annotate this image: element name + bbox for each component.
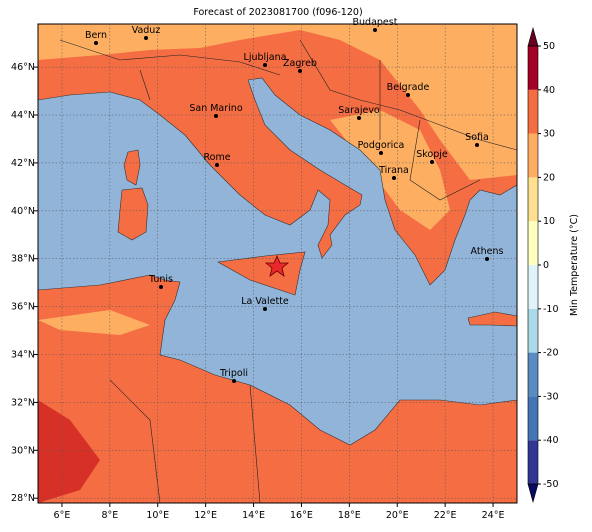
lon-tick-label: 22°E — [434, 510, 457, 521]
map-frame — [37, 23, 518, 504]
hot-patch — [38, 400, 100, 503]
city-label: Bern — [85, 30, 107, 41]
lon-tick-label: 16°E — [290, 510, 313, 521]
lon-tick-label: 14°E — [242, 510, 265, 521]
lat-tick-label: 28°N — [11, 493, 35, 504]
lat-tick-label: 46°N — [11, 62, 35, 73]
colorbar-tick-label: 50 — [543, 41, 555, 52]
colorbar-under — [527, 483, 539, 504]
city-dot — [214, 114, 218, 118]
city-label: Skopje — [416, 149, 448, 160]
colorbar-tick-label: -30 — [543, 391, 559, 402]
city-dot — [485, 257, 489, 261]
map-title: Forecast of 2023081700 (f096-120) — [193, 7, 362, 18]
lon-tick-label: 10°E — [146, 510, 169, 521]
colorbar-tick-label: 0 — [543, 260, 549, 271]
colorbar-segment — [528, 89, 538, 134]
city-dot — [373, 28, 377, 32]
city-dot — [475, 143, 479, 147]
colorbar-tick-label: 10 — [543, 216, 555, 227]
borders — [59, 39, 517, 503]
colorbar-tick-label: 40 — [543, 85, 555, 96]
city-dot — [263, 307, 267, 311]
warm-patch — [38, 310, 150, 335]
city-dot — [379, 151, 383, 155]
colorbar-segment — [528, 440, 538, 484]
lat-tick-label: 32°N — [11, 397, 35, 408]
lat-tick-label: 36°N — [11, 302, 35, 313]
lat-tick-label: 30°N — [11, 445, 35, 456]
lat-tick-label: 34°N — [11, 350, 35, 361]
city-label: Vaduz — [132, 25, 161, 36]
forecast-point — [264, 254, 290, 277]
lon-tick-label: 24°E — [482, 510, 505, 521]
city-label: Podgorica — [358, 140, 405, 151]
city-dot — [357, 116, 361, 120]
city-label: La Valette — [241, 296, 289, 307]
city-label: Athens — [471, 246, 504, 257]
lon-tick-label: 8°E — [101, 510, 118, 521]
colorbar-segment — [528, 265, 538, 309]
lon-tick-label: 20°E — [386, 510, 409, 521]
city-dot — [298, 69, 302, 73]
city-label: Zagreb — [283, 58, 317, 69]
colorbar-tick-label: -20 — [543, 348, 559, 359]
city-label: Tunis — [148, 274, 173, 285]
city-dot — [232, 379, 236, 383]
colorbar-over — [527, 26, 539, 47]
city-label: Belgrade — [387, 82, 430, 93]
city-dot — [430, 160, 434, 164]
colorbar-segment — [528, 133, 538, 178]
colorbar-segment — [528, 221, 538, 265]
lon-tick-label: 12°E — [194, 510, 217, 521]
lon-tick-label: 6°E — [54, 510, 71, 521]
colorbar-label: Min Temperature (°C) — [569, 214, 580, 316]
city-label: Ljubljana — [244, 52, 287, 63]
colorbar-tick-label: 30 — [543, 129, 555, 140]
colorbar-segment — [528, 352, 538, 397]
city-label: Rome — [203, 152, 230, 163]
crete — [467, 311, 517, 327]
city-dot — [263, 63, 267, 67]
lat-tick-label: 44°N — [11, 110, 35, 121]
warm-patch — [330, 110, 450, 230]
city-label: Sofia — [465, 132, 489, 143]
colorbar-segment — [528, 177, 538, 222]
lat-tick-label: 38°N — [11, 254, 35, 265]
city-label: Sarajevo — [338, 105, 380, 116]
colorbar-tick-label: 20 — [543, 172, 555, 183]
city-label: Budapest — [353, 17, 398, 28]
city-dot — [144, 36, 148, 40]
lon-tick-label: 18°E — [338, 510, 361, 521]
lat-tick-label: 42°N — [11, 158, 35, 169]
lat-tick-label: 40°N — [11, 206, 35, 217]
sardinia — [117, 187, 149, 241]
colorbar-tick-label: -50 — [543, 479, 559, 490]
city-label: San Marino — [189, 103, 242, 114]
city-dot — [406, 93, 410, 97]
colorbar-segment — [528, 308, 538, 353]
colorbar-tick-label: -10 — [543, 304, 559, 315]
colorbar-segment — [528, 46, 538, 90]
city-dot — [215, 163, 219, 167]
corsica — [123, 149, 141, 186]
colorbar-segment — [528, 396, 538, 441]
city-label: Tripoli — [219, 368, 248, 379]
colorbar-tick-label: -40 — [543, 435, 559, 446]
city-dot — [94, 41, 98, 45]
city-dot — [159, 285, 163, 289]
city-dot — [392, 176, 396, 180]
city-label: Tirana — [378, 165, 409, 176]
